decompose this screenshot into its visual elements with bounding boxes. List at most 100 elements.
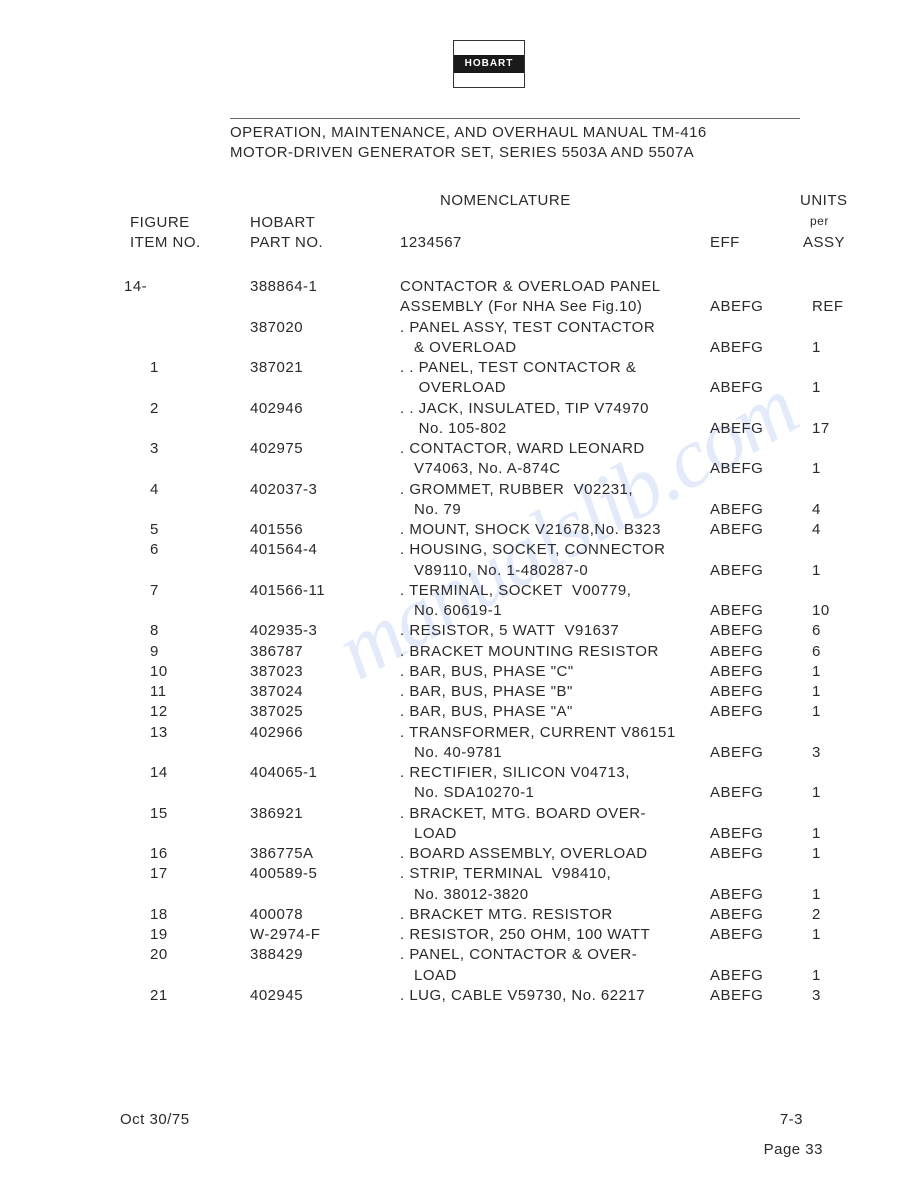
table-row: 19W-2974-FABEFG1. RESISTOR, 250 OHM, 100… (120, 925, 858, 945)
cell-nomenclature: OVERLOAD (400, 378, 710, 398)
table-row: 8402935-3ABEFG6. RESISTOR, 5 WATT V91637 (120, 621, 858, 641)
cell-eff: ABEFG (710, 378, 780, 398)
cell-part-no: 387021 (250, 358, 380, 378)
cell-item-no: 3 (150, 439, 210, 459)
cell-units: 1 (812, 844, 852, 864)
cell-nomenclature: . BRACKET MOUNTING RESISTOR (400, 642, 710, 662)
cell-eff: ABEFG (710, 459, 780, 479)
cell-item-no: 5 (150, 520, 210, 540)
cell-nomenclature: No. 60619-1 (400, 601, 710, 621)
table-row: 21402945ABEFG3. LUG, CABLE V59730, No. 6… (120, 986, 858, 1006)
cell-nomenclature: V89110, No. 1-480287-0 (400, 561, 710, 581)
cell-units: 3 (812, 986, 852, 1006)
cell-nomenclature: No. 40-9781 (400, 743, 710, 763)
cell-units: 4 (812, 500, 852, 520)
cell-part-no: 401566-11 (250, 581, 380, 601)
footer-section: 7-3 (780, 1111, 803, 1128)
cell-part-no: 402946 (250, 399, 380, 419)
cell-nomenclature: No. 105-802 (400, 419, 710, 439)
cell-eff: ABEFG (710, 824, 780, 844)
cell-part-no: 387025 (250, 702, 380, 722)
cell-item-no: 11 (150, 682, 210, 702)
table-row: 13402966. TRANSFORMER, CURRENT V86151 (120, 723, 858, 743)
table-row: 16386775AABEFG1. BOARD ASSEMBLY, OVERLOA… (120, 844, 858, 864)
header-rule (230, 118, 800, 119)
header-eff: EFF (710, 234, 740, 251)
cell-nomenclature: . RECTIFIER, SILICON V04713, (400, 763, 710, 783)
cell-nomenclature: . CONTACTOR, WARD LEONARD (400, 439, 710, 459)
table-row: 2402946. . JACK, INSULATED, TIP V74970 (120, 399, 858, 419)
cell-eff: ABEFG (710, 601, 780, 621)
cell-eff: ABEFG (710, 986, 780, 1006)
cell-units: 1 (812, 682, 852, 702)
header-nomenclature: NOMENCLATURE (440, 192, 571, 209)
table-row: 11387024ABEFG1. BAR, BUS, PHASE "B" (120, 682, 858, 702)
document-title: OPERATION, MAINTENANCE, AND OVERHAUL MAN… (230, 123, 858, 162)
cell-part-no: 386787 (250, 642, 380, 662)
cell-item-no: 16 (150, 844, 210, 864)
cell-units: 3 (812, 743, 852, 763)
table-row: ABEFGREFASSEMBLY (For NHA See Fig.10) (120, 297, 858, 317)
cell-eff: ABEFG (710, 500, 780, 520)
cell-part-no: 400078 (250, 905, 380, 925)
cell-item-no: 2 (150, 399, 210, 419)
cell-part-no: 386921 (250, 804, 380, 824)
cell-item-no: 18 (150, 905, 210, 925)
header-1234567: 1234567 (400, 234, 462, 251)
cell-part-no: 402935-3 (250, 621, 380, 641)
cell-part-no: 402945 (250, 986, 380, 1006)
cell-item-no: 20 (150, 945, 210, 965)
table-row: 18400078ABEFG2. BRACKET MTG. RESISTOR (120, 905, 858, 925)
cell-units: 1 (812, 966, 852, 986)
cell-eff: ABEFG (710, 844, 780, 864)
cell-eff: ABEFG (710, 642, 780, 662)
cell-item-no: 17 (150, 864, 210, 884)
cell-eff: ABEFG (710, 702, 780, 722)
cell-nomenclature: . PANEL, CONTACTOR & OVER- (400, 945, 710, 965)
cell-eff: ABEFG (710, 621, 780, 641)
cell-item-no: 4 (150, 480, 210, 500)
cell-units: 1 (812, 885, 852, 905)
cell-nomenclature: . BAR, BUS, PHASE "A" (400, 702, 710, 722)
cell-units: 2 (812, 905, 852, 925)
cell-part-no: W-2974-F (250, 925, 380, 945)
table-row: 17400589-5. STRIP, TERMINAL V98410, (120, 864, 858, 884)
table-row: 15386921. BRACKET, MTG. BOARD OVER- (120, 804, 858, 824)
table-row: 14404065-1. RECTIFIER, SILICON V04713, (120, 763, 858, 783)
cell-part-no: 387020 (250, 318, 380, 338)
cell-units: 6 (812, 642, 852, 662)
table-row: 9 386787 ABEFG 6 . BRACKET MOUNTING RESISTOR (120, 642, 858, 662)
header-per: per (810, 214, 829, 228)
cell-item-no: 9 (150, 642, 210, 662)
doc-title-line1: OPERATION, MAINTENANCE, AND OVERHAUL MAN… (230, 123, 858, 143)
cell-nomenclature: LOAD (400, 966, 710, 986)
table-row: ABEFG1 No. 38012-3820 (120, 885, 858, 905)
cell-part-no: 400589-5 (250, 864, 380, 884)
cell-item-no: 12 (150, 702, 210, 722)
cell-nomenclature: . PANEL ASSY, TEST CONTACTOR (400, 318, 710, 338)
table-row: ABEFG1 LOAD (120, 966, 858, 986)
table-row: 12 387025 ABEFG 1 . BAR, BUS, PHASE "A" (120, 702, 858, 722)
cell-units: 1 (812, 783, 852, 803)
cell-nomenclature: No. 79 (400, 500, 710, 520)
header-item-no: ITEM NO. (130, 234, 201, 251)
cell-part-no: 404065-1 (250, 763, 380, 783)
column-headers: NOMENCLATURE UNITS FIGURE HOBART per ITE… (120, 192, 858, 252)
cell-units: 10 (812, 601, 852, 621)
page-footer: Oct 30/75 7-3 Page 33 (120, 1111, 858, 1128)
cell-item-no: 10 (150, 662, 210, 682)
table-row: ABEFG1 No. SDA10270-1 (120, 783, 858, 803)
cell-item-no: 13 (150, 723, 210, 743)
cell-eff: ABEFG (710, 783, 780, 803)
cell-units: 1 (812, 459, 852, 479)
table-row: 4402037-3. GROMMET, RUBBER V02231, (120, 480, 858, 500)
table-row: 3402975. CONTACTOR, WARD LEONARD (120, 439, 858, 459)
cell-nomenclature: CONTACTOR & OVERLOAD PANEL (400, 277, 710, 297)
cell-nomenclature: . RESISTOR, 5 WATT V91637 (400, 621, 710, 641)
cell-item-no: 19 (150, 925, 210, 945)
table-row: 5401556ABEFG4. MOUNT, SHOCK V21678,No. B… (120, 520, 858, 540)
cell-units: 1 (812, 702, 852, 722)
table-row: 20388429. PANEL, CONTACTOR & OVER- (120, 945, 858, 965)
table-row: 14-388864-1CONTACTOR & OVERLOAD PANEL (120, 277, 858, 297)
cell-nomenclature: . TRANSFORMER, CURRENT V86151 (400, 723, 710, 743)
